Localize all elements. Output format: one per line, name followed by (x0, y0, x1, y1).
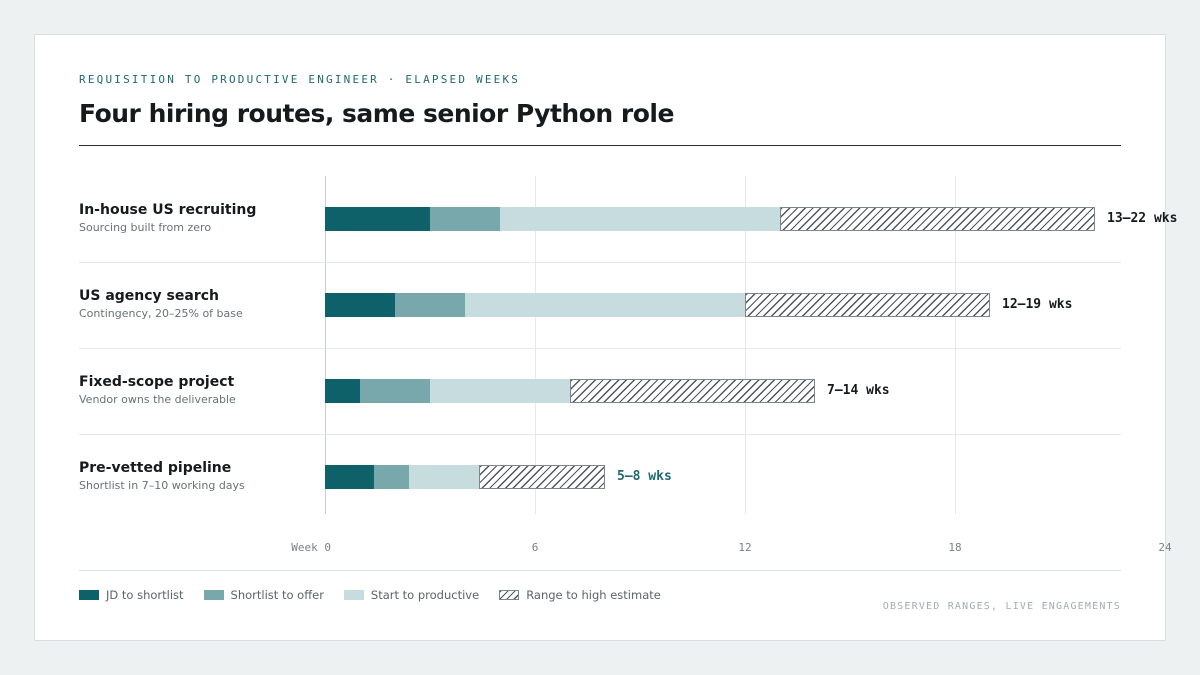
x-gridline (325, 176, 326, 514)
row-label: Fixed-scope project Vendor owns the deliv… (79, 374, 319, 406)
bar-value-label: 7–14 wks (827, 383, 890, 398)
bar-value-label: 5–8 wks (617, 469, 672, 484)
legend-swatch-jd-to-shortlist (79, 590, 99, 600)
legend-item-shortlist-to-offer: Shortlist to offer (203, 588, 324, 602)
bar-segment-range-to-high-estimate (745, 293, 990, 317)
legend-swatch-start-to-productive (343, 590, 364, 600)
bar-segment-shortlist-to-offer (395, 293, 465, 317)
bar-segment-shortlist-to-offer (360, 379, 430, 403)
bar-segment-jd-to-shortlist (325, 379, 360, 403)
bar-segment-range-to-high-estimate (570, 379, 815, 403)
legend-swatch-shortlist-to-offer (203, 590, 224, 600)
bar-segment-shortlist-to-offer (430, 207, 500, 231)
bar-value-label: 13–22 wks (1107, 211, 1178, 226)
legend-label: Start to productive (370, 588, 480, 602)
bar-segment-jd-to-shortlist (325, 465, 374, 489)
row-subtitle: Sourcing built from zero (79, 221, 212, 234)
bar-segment-start-to-productive (500, 207, 780, 231)
bar-segment-start-to-productive (465, 293, 745, 317)
legend-item-jd-to-shortlist: JD to shortlist (79, 588, 184, 602)
row-name: Fixed-scope project (79, 374, 235, 390)
bar-segment-shortlist-to-offer (374, 465, 409, 489)
row-subtitle: Contingency, 20–25% of base (79, 307, 243, 320)
bar-segment-jd-to-shortlist (325, 293, 395, 317)
chart-card (34, 34, 1166, 641)
chart-title: Four hiring routes, same senior Python r… (79, 99, 674, 128)
row-separator (79, 262, 1121, 263)
bar-value-label: 12–19 wks (1002, 297, 1073, 312)
x-tick-label: 18 (948, 541, 962, 554)
row-subtitle: Shortlist in 7–10 working days (79, 479, 245, 492)
legend-label: Shortlist to offer (230, 588, 324, 602)
bar-segment-start-to-productive (409, 465, 479, 489)
row-name: In-house US recruiting (79, 202, 257, 218)
row-separator (79, 434, 1121, 435)
row-label: Pre-vetted pipeline Shortlist in 7–10 wor… (79, 460, 319, 492)
x-gridline (745, 176, 746, 514)
x-tick-label: Week 0 (291, 541, 331, 554)
row-name: US agency search (79, 288, 219, 304)
source-footnote: OBSERVED RANGES, LIVE ENGAGEMENTS (882, 601, 1121, 612)
legend-rule (79, 570, 1121, 571)
legend: JD to shortlist Shortlist to offer Start… (79, 588, 661, 602)
legend-label: JD to shortlist (106, 588, 184, 602)
row-label: In-house US recruiting Sourcing built fro… (79, 202, 319, 234)
legend-label: Range to high estimate (526, 588, 661, 602)
legend-item-range-to-high-estimate: Range to high estimate (499, 588, 661, 602)
bar-segment-range-to-high-estimate (780, 207, 1095, 231)
row-separator (79, 348, 1121, 349)
row-name: Pre-vetted pipeline (79, 460, 232, 476)
x-gridline (955, 176, 956, 514)
x-tick-label: 6 (531, 541, 539, 554)
row-label: US agency search Contingency, 20–25% of b… (79, 288, 319, 320)
x-gridline (535, 176, 536, 514)
bar-segment-jd-to-shortlist (325, 207, 430, 231)
bar-segment-range-to-high-estimate (479, 465, 605, 489)
bar-segment-start-to-productive (430, 379, 570, 403)
x-tick-label: 24 (1158, 541, 1172, 554)
legend-swatch-range-to-high-estimate (499, 590, 520, 600)
chart-eyebrow: REQUISITION TO PRODUCTIVE ENGINEER · ELA… (79, 73, 521, 86)
x-tick-label: 12 (738, 541, 752, 554)
legend-item-start-to-productive: Start to productive (343, 588, 480, 602)
row-subtitle: Vendor owns the deliverable (79, 393, 236, 406)
title-rule (79, 145, 1121, 146)
